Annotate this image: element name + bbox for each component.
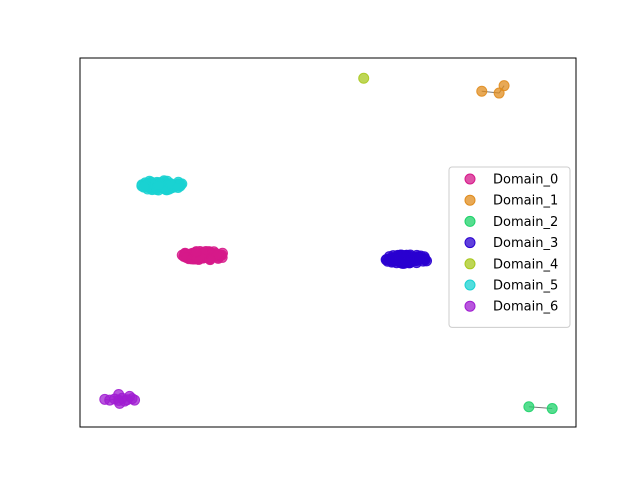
series-domain-5 [136, 175, 188, 196]
series-domain-3 [380, 249, 433, 269]
point-domain-5 [152, 180, 164, 192]
legend-box [448, 166, 571, 328]
series-domain-4 [358, 72, 370, 84]
point-domain-6 [113, 389, 125, 401]
plot-area [99, 72, 558, 415]
legend-label-domain-3: Domain_3 [493, 236, 558, 251]
legend: Domain_0 Domain_1 Domain_2 Domain_3 Domain_4… [448, 166, 571, 328]
legend-label-domain-1: Domain_1 [493, 194, 558, 209]
series-domain-6 [99, 389, 141, 409]
legend-label-domain-6: Domain_6 [493, 300, 558, 315]
point-domain-3 [394, 254, 406, 266]
point-domain-0 [190, 246, 202, 258]
legend-marker-domain-4 [464, 258, 476, 270]
point-domain-3 [383, 253, 395, 265]
point-domain-1 [498, 80, 510, 92]
legend-label-domain-0: Domain_0 [493, 173, 558, 188]
legend-label-domain-2: Domain_2 [493, 215, 558, 230]
legend-marker-domain-1 [464, 194, 476, 206]
plot-frame [79, 57, 577, 428]
legend-marker-domain-0 [464, 173, 476, 185]
point-domain-5 [138, 181, 150, 193]
point-domain-2 [546, 403, 558, 415]
legend-marker-domain-5 [464, 279, 476, 291]
legend-label-domain-5: Domain_5 [493, 279, 558, 294]
point-domain-2 [523, 401, 535, 413]
point-domain-4 [358, 72, 370, 84]
point-domain-3 [413, 252, 425, 264]
legend-marker-domain-2 [464, 215, 476, 227]
series-domain-1 [476, 80, 510, 99]
point-domain-5 [172, 181, 184, 193]
series-domain-2 [523, 401, 558, 415]
series-domain-0 [176, 245, 228, 266]
point-domain-6 [129, 394, 141, 406]
legend-marker-domain-3 [464, 237, 476, 249]
point-domain-1 [476, 85, 488, 97]
legend-label-domain-4: Domain_4 [493, 257, 558, 272]
legend-marker-domain-6 [464, 300, 476, 312]
